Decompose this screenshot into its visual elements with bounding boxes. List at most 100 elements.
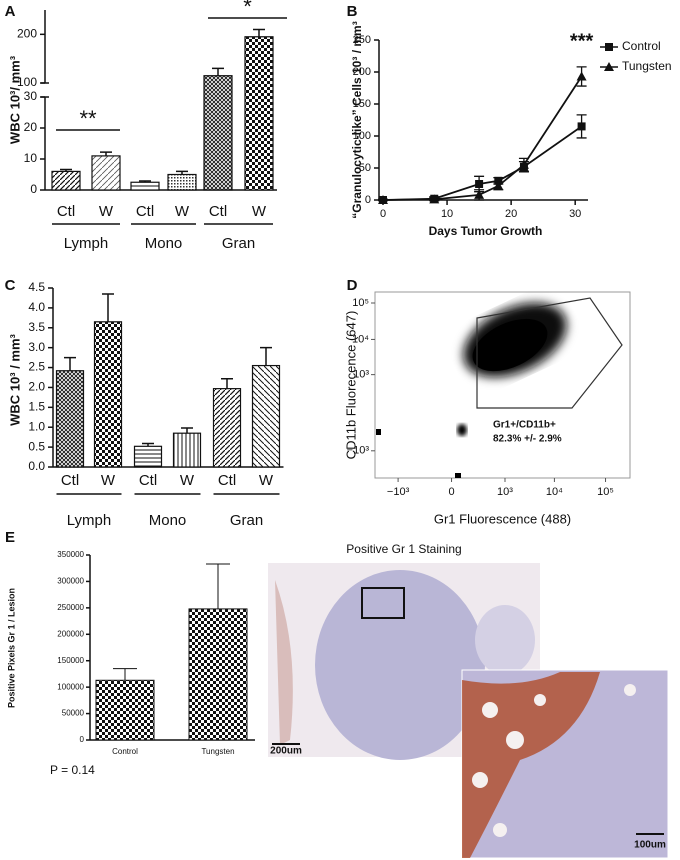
x-tick-label: W bbox=[175, 203, 190, 220]
x-tick-label: 20 bbox=[505, 208, 517, 220]
marker bbox=[494, 176, 503, 185]
error-bar bbox=[64, 356, 76, 371]
y-tick-label: 10⁵ bbox=[352, 297, 369, 309]
y-tick-label: 50000 bbox=[62, 709, 85, 718]
y-axis-label: WBC 10³ / mm³ bbox=[7, 333, 22, 425]
x-tick-label: Ctl bbox=[139, 472, 157, 489]
error-bar bbox=[253, 28, 265, 37]
bar bbox=[251, 364, 281, 468]
x-axis-label: Days Tumor Growth bbox=[429, 224, 543, 238]
significance: *** bbox=[570, 30, 594, 52]
y-tick-label: 100 bbox=[17, 75, 37, 89]
x-tick-label: Tungsten bbox=[201, 747, 234, 756]
panel-letter: D bbox=[347, 277, 358, 294]
marker bbox=[378, 195, 388, 204]
y-tick-label: 0.5 bbox=[28, 439, 45, 453]
group-label: Gran bbox=[222, 235, 255, 252]
y-tick-label: 0.0 bbox=[28, 459, 45, 473]
bar bbox=[130, 181, 160, 191]
bar bbox=[93, 321, 123, 468]
y-axis-label: Positive Pixels Gr 1 / Lesion bbox=[6, 588, 16, 708]
image-title: Positive Gr 1 Staining bbox=[346, 542, 461, 556]
density-cloud bbox=[376, 302, 567, 478]
group-label: Lymph bbox=[67, 512, 111, 529]
gate bbox=[476, 297, 623, 409]
line bbox=[382, 125, 583, 201]
y-tick-label: 100000 bbox=[57, 682, 84, 691]
legend-marker bbox=[604, 62, 614, 71]
legend-marker bbox=[605, 43, 613, 51]
group-label: Lymph bbox=[64, 235, 108, 252]
y-tick-label: 2.5 bbox=[28, 360, 45, 374]
error-bar bbox=[212, 67, 224, 76]
panel-letter: C bbox=[5, 277, 16, 294]
y-axis-label: “Granulocytic-like” Cells 10³ / mm³ bbox=[350, 21, 364, 218]
y-tick-label: 0 bbox=[30, 182, 37, 196]
marker bbox=[518, 159, 529, 169]
scale-bar-label: 200um bbox=[270, 746, 302, 757]
marker bbox=[475, 180, 484, 188]
y-tick-label: 3.0 bbox=[28, 340, 45, 354]
error-bar bbox=[60, 168, 72, 172]
bar bbox=[212, 388, 242, 468]
y-tick-label: 250000 bbox=[57, 603, 84, 612]
x-tick-label: W bbox=[101, 472, 116, 489]
y-tick-label: 10³ bbox=[353, 369, 369, 381]
y-axis-label: CD11b Fluorecence (647) bbox=[343, 311, 358, 460]
y-tick-label: −10³ bbox=[347, 445, 370, 457]
y-tick-label: 200000 bbox=[57, 629, 84, 638]
x-axis-label: Gr1 Fluorescence (488) bbox=[434, 511, 571, 526]
y-tick-label: 200 bbox=[17, 27, 37, 41]
group-label: Gran bbox=[230, 512, 263, 529]
marker bbox=[474, 189, 485, 199]
x-tick-label: Control bbox=[112, 747, 138, 756]
y-tick-label: 350000 bbox=[57, 550, 84, 559]
group-label: Mono bbox=[149, 512, 187, 529]
y-tick-label: 20 bbox=[24, 120, 38, 134]
y-tick-label: 30 bbox=[24, 89, 38, 103]
x-tick-label: Ctl bbox=[57, 203, 75, 220]
annotation: P = 0.14 bbox=[50, 763, 95, 777]
marker bbox=[493, 180, 504, 190]
y-tick-label: 300000 bbox=[57, 577, 84, 586]
y-axis-label: WBC 10³/ mm³ bbox=[7, 55, 22, 144]
marker bbox=[577, 122, 586, 131]
x-tick-label: 10 bbox=[441, 208, 453, 220]
y-tick-label: 150000 bbox=[57, 656, 84, 665]
y-tick-label: 50 bbox=[359, 162, 371, 174]
x-tick-label: 10³ bbox=[497, 486, 513, 498]
bar bbox=[244, 36, 274, 191]
y-tick-label: 4.5 bbox=[28, 280, 45, 294]
y-tick-label: 10 bbox=[24, 151, 38, 165]
y-tick-label: 1.5 bbox=[28, 400, 45, 414]
bar bbox=[55, 370, 85, 468]
x-tick-label: Ctl bbox=[136, 203, 154, 220]
gate-label: Gr1+/CD11b+ bbox=[493, 420, 556, 431]
x-tick-label: W bbox=[180, 472, 195, 489]
x-tick-label: −10³ bbox=[387, 486, 410, 498]
error-bar bbox=[113, 668, 137, 681]
legend-label: Control bbox=[622, 39, 661, 53]
x-tick-label: W bbox=[252, 203, 267, 220]
error-bar bbox=[100, 151, 112, 156]
y-tick-label: 0 bbox=[365, 194, 371, 206]
y-tick-label: 2.0 bbox=[28, 380, 45, 394]
bar bbox=[95, 679, 155, 741]
x-tick-label: 10⁴ bbox=[546, 486, 563, 498]
bar bbox=[172, 432, 202, 468]
error-bar bbox=[260, 346, 272, 366]
bar bbox=[133, 445, 163, 468]
plot-frame bbox=[374, 291, 631, 479]
error-bar bbox=[221, 377, 233, 389]
x-tick-label: 0 bbox=[448, 486, 454, 498]
significance: ** bbox=[79, 106, 97, 131]
panel-letter: B bbox=[347, 3, 358, 20]
line bbox=[382, 75, 583, 201]
error-bar bbox=[102, 293, 114, 322]
y-tick-label: 10⁴ bbox=[352, 333, 369, 345]
y-tick-label: 3.5 bbox=[28, 320, 45, 334]
y-tick-label: 200 bbox=[353, 66, 371, 78]
error-bar bbox=[176, 170, 188, 175]
y-tick-label: 250 bbox=[353, 34, 371, 46]
